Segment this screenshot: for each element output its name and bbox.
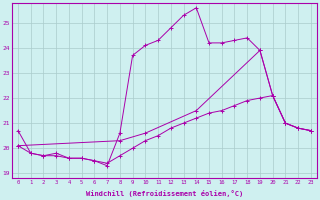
X-axis label: Windchill (Refroidissement éolien,°C): Windchill (Refroidissement éolien,°C)	[86, 190, 243, 197]
